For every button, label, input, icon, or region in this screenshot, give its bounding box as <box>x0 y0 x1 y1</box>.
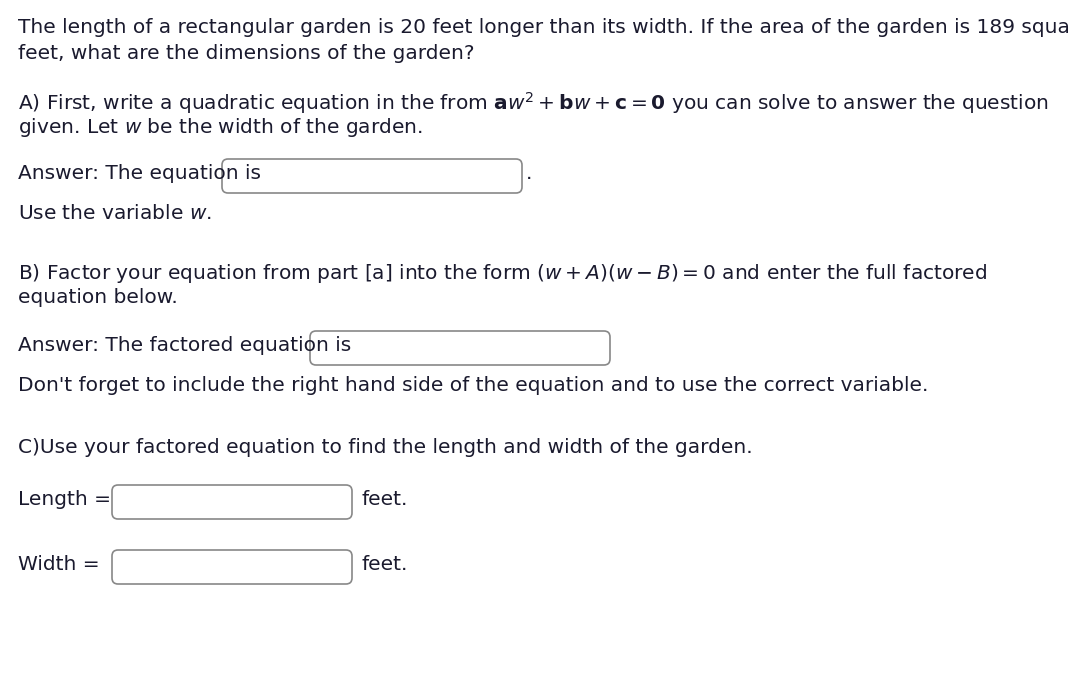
Text: The length of a rectangular garden is 20 feet longer than its width. If the area: The length of a rectangular garden is 20… <box>18 18 1070 37</box>
Text: Don't forget to include the right hand side of the equation and to use the corre: Don't forget to include the right hand s… <box>18 376 929 395</box>
Text: .: . <box>526 164 533 183</box>
Text: Use the variable $\mathit{w}$.: Use the variable $\mathit{w}$. <box>18 204 212 223</box>
Text: given. Let $\mathit{w}$ be the width of the garden.: given. Let $\mathit{w}$ be the width of … <box>18 116 423 139</box>
Text: Answer: The factored equation is: Answer: The factored equation is <box>18 336 351 355</box>
Text: A) First, write a quadratic equation in the from $\mathbf{a}\mathit{w}^2 + \math: A) First, write a quadratic equation in … <box>18 90 1049 116</box>
Text: Answer: The equation is: Answer: The equation is <box>18 164 261 183</box>
Text: equation below.: equation below. <box>18 288 178 307</box>
Text: C)Use your factored equation to find the length and width of the garden.: C)Use your factored equation to find the… <box>18 438 752 457</box>
Text: feet.: feet. <box>362 490 409 509</box>
FancyBboxPatch shape <box>310 331 610 365</box>
Text: Length =: Length = <box>18 490 111 509</box>
Text: B) Factor your equation from part [a] into the form $(w + A)(w - B) = 0$ and ent: B) Factor your equation from part [a] in… <box>18 262 988 285</box>
FancyBboxPatch shape <box>112 485 352 519</box>
FancyBboxPatch shape <box>112 550 352 584</box>
Text: Width =: Width = <box>18 555 100 574</box>
Text: feet, what are the dimensions of the garden?: feet, what are the dimensions of the gar… <box>18 44 474 63</box>
Text: feet.: feet. <box>362 555 409 574</box>
FancyBboxPatch shape <box>221 159 522 193</box>
